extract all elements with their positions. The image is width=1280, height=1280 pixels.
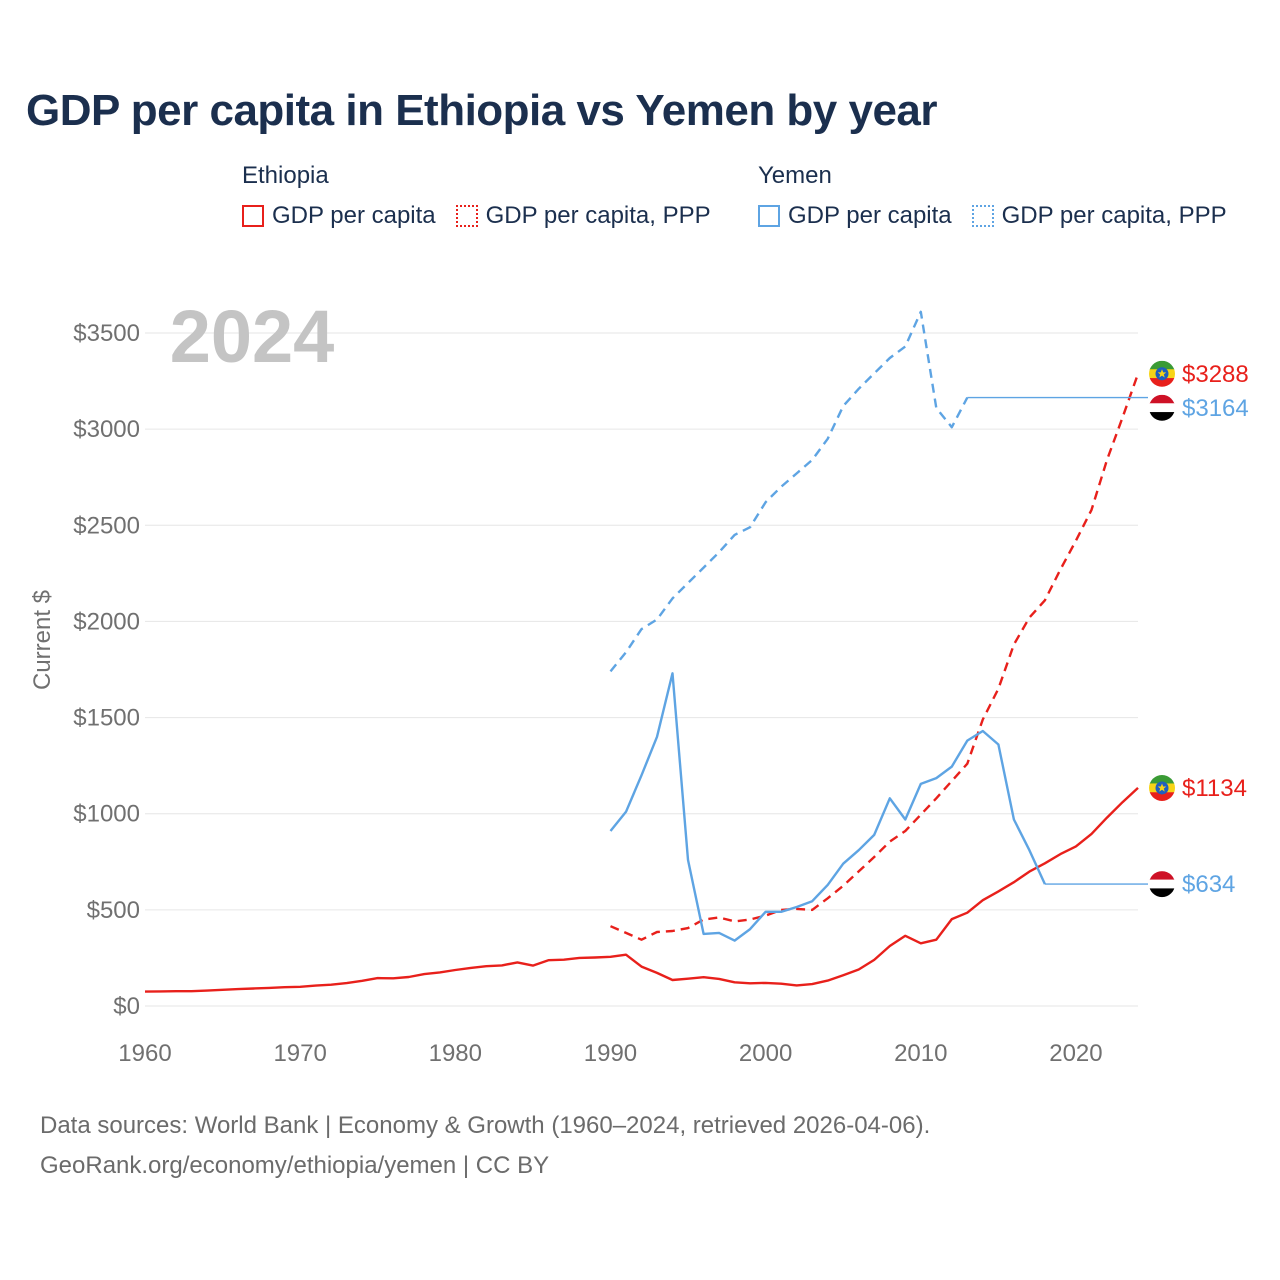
year-watermark: 2024 [170,295,335,378]
end-value-label: $1134 [1182,775,1247,802]
x-tick-label: 1970 [273,1040,326,1067]
grid-lines [145,332,1138,1007]
y-tick-label: $2500 [73,512,140,539]
legend-label: GDP per capita [788,202,952,229]
end-value-label: $634 [1182,871,1235,898]
chart-title: GDP per capita in Ethiopia vs Yemen by y… [26,86,938,135]
legend-group-yemen: Yemen GDP per capita GDP per capita, PPP [758,162,1227,230]
footer-sources: Data sources: World Bank | Economy & Gro… [40,1112,931,1139]
y-tick-label: $1500 [73,705,140,732]
x-tick-label: 1960 [118,1040,171,1067]
end-value-label: $3288 [1182,361,1249,388]
flag-yemen-icon [1149,871,1175,898]
legend-swatch-solid [758,205,780,227]
legend-item-yemen-gdp[interactable]: GDP per capita [758,202,952,230]
legend-swatch-dotted [455,205,478,227]
end-value-label: $3164 [1182,395,1249,422]
series-line-2 [609,672,1046,942]
series-line-1 [610,373,1140,941]
y-tick-label: $2000 [73,608,140,635]
y-axis: $0 $500 $1000 $1500 $2000 $2500 $3000 $3500 [73,320,140,1020]
series-line-3 [609,310,969,673]
series-lines [144,310,1148,993]
y-tick-label: $1000 [73,801,140,828]
legend-label: GDP per capita, PPP [1001,202,1227,229]
flag-ethiopia-icon [1149,360,1175,387]
legend-group-title: Ethiopia [242,162,329,189]
x-tick-label: 2020 [1049,1040,1102,1067]
footer: Data sources: World Bank | Economy & Gro… [40,1106,930,1186]
y-tick-label: $3000 [73,416,140,443]
end-markers: $3288 $3164 $1134 $634 [1149,360,1249,898]
legend-item-yemen-gdp-ppp[interactable]: GDP per capita, PPP [971,202,1227,230]
x-tick-label: 1990 [584,1040,637,1067]
y-tick-label: $3500 [73,320,140,347]
legend-label: GDP per capita, PPP [485,202,711,229]
x-tick-label: 1980 [429,1040,482,1067]
legend-group-ethiopia: Ethiopia GDP per capita GDP per capita, … [242,162,711,230]
footer-attribution[interactable]: GeoRank.org/economy/ethiopia/yemen | CC … [40,1152,550,1179]
x-tick-label: 2000 [739,1040,792,1067]
legend-label: GDP per capita [272,202,436,229]
series-line-0 [144,787,1139,993]
legend-item-ethiopia-gdp[interactable]: GDP per capita [242,202,436,230]
flag-ethiopia-icon [1149,774,1175,801]
x-tick-label: 2010 [894,1040,947,1067]
legend-group-title: Yemen [758,162,832,189]
y-tick-label: $500 [87,897,140,924]
legend-swatch-dotted [971,205,994,227]
y-axis-label: Current $ [29,590,56,690]
flag-yemen-icon [1149,394,1175,421]
line-chart: $0 $500 $1000 $1500 $2000 $2500 $3000 $3500 196… [29,295,1249,1067]
x-axis: 1960 1970 1980 1990 2000 2010 2020 [118,1040,1102,1067]
y-tick-label: $0 [113,993,140,1020]
legend-item-ethiopia-gdp-ppp[interactable]: GDP per capita, PPP [455,202,711,230]
legend-swatch-solid [242,205,264,227]
